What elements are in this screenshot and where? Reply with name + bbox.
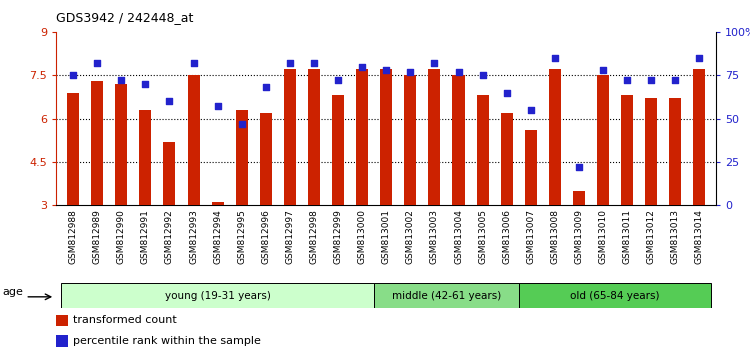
Text: young (19-31 years): young (19-31 years): [165, 291, 271, 301]
Bar: [693, 69, 706, 205]
Text: percentile rank within the sample: percentile rank within the sample: [74, 336, 261, 346]
Text: GSM812989: GSM812989: [93, 209, 102, 264]
Bar: [61, 283, 374, 308]
Point: [452, 69, 464, 75]
Bar: [332, 96, 344, 205]
Text: GSM812997: GSM812997: [286, 209, 295, 264]
Text: GSM813002: GSM813002: [406, 209, 415, 264]
Bar: [92, 81, 104, 205]
Point: [67, 73, 79, 78]
Bar: [597, 75, 609, 205]
Text: GSM812994: GSM812994: [213, 209, 222, 264]
Point: [476, 73, 488, 78]
Point: [669, 78, 681, 83]
Point: [260, 85, 272, 90]
Bar: [140, 110, 152, 205]
Point: [188, 60, 200, 66]
Text: GSM813009: GSM813009: [574, 209, 584, 264]
Bar: [356, 69, 368, 205]
Bar: [188, 75, 200, 205]
Text: GSM812996: GSM812996: [261, 209, 270, 264]
Bar: [573, 191, 585, 205]
Point: [356, 64, 368, 69]
Text: GSM813005: GSM813005: [478, 209, 487, 264]
Bar: [260, 113, 272, 205]
Text: GSM813013: GSM813013: [670, 209, 680, 264]
Bar: [116, 84, 128, 205]
Text: GDS3942 / 242448_at: GDS3942 / 242448_at: [56, 11, 194, 24]
Bar: [308, 69, 320, 205]
Point: [645, 78, 657, 83]
Bar: [645, 98, 657, 205]
Text: transformed count: transformed count: [74, 315, 177, 325]
Bar: [501, 113, 513, 205]
Point: [164, 98, 176, 104]
Text: GSM813000: GSM813000: [358, 209, 367, 264]
Bar: [621, 96, 633, 205]
Text: GSM813014: GSM813014: [695, 209, 704, 264]
Bar: [669, 98, 681, 205]
Text: GSM812992: GSM812992: [165, 209, 174, 264]
Point: [525, 107, 537, 113]
Bar: [211, 202, 223, 205]
Point: [308, 60, 320, 66]
Bar: [525, 130, 537, 205]
Point: [284, 60, 296, 66]
Bar: [404, 75, 416, 205]
Text: GSM813010: GSM813010: [598, 209, 608, 264]
Point: [694, 55, 706, 61]
Bar: [374, 283, 519, 308]
Bar: [67, 93, 80, 205]
Bar: [56, 335, 68, 347]
Point: [404, 69, 416, 75]
Point: [116, 78, 128, 83]
Text: GSM813004: GSM813004: [454, 209, 463, 264]
Point: [501, 90, 513, 96]
Text: GSM812991: GSM812991: [141, 209, 150, 264]
Bar: [164, 142, 176, 205]
Text: GSM813008: GSM813008: [550, 209, 560, 264]
Point: [92, 60, 104, 66]
Bar: [476, 96, 488, 205]
Point: [140, 81, 152, 87]
Text: GSM812990: GSM812990: [117, 209, 126, 264]
Text: GSM812999: GSM812999: [334, 209, 343, 264]
Text: GSM812995: GSM812995: [237, 209, 246, 264]
Text: middle (42-61 years): middle (42-61 years): [392, 291, 501, 301]
Point: [573, 164, 585, 170]
Bar: [56, 315, 68, 326]
Point: [211, 104, 223, 109]
Text: GSM812988: GSM812988: [68, 209, 77, 264]
Text: GSM812993: GSM812993: [189, 209, 198, 264]
Bar: [549, 69, 561, 205]
Bar: [284, 69, 296, 205]
Bar: [519, 283, 712, 308]
Text: age: age: [3, 287, 24, 297]
Point: [428, 60, 440, 66]
Bar: [236, 110, 248, 205]
Point: [380, 67, 392, 73]
Point: [549, 55, 561, 61]
Bar: [428, 69, 440, 205]
Bar: [452, 75, 464, 205]
Text: GSM813006: GSM813006: [503, 209, 512, 264]
Text: old (65-84 years): old (65-84 years): [570, 291, 660, 301]
Text: GSM813003: GSM813003: [430, 209, 439, 264]
Point: [621, 78, 633, 83]
Text: GSM812998: GSM812998: [310, 209, 319, 264]
Point: [236, 121, 248, 127]
Text: GSM813007: GSM813007: [526, 209, 536, 264]
Point: [597, 67, 609, 73]
Text: GSM813012: GSM813012: [646, 209, 656, 264]
Text: GSM813011: GSM813011: [622, 209, 632, 264]
Bar: [380, 69, 392, 205]
Text: GSM813001: GSM813001: [382, 209, 391, 264]
Point: [332, 78, 344, 83]
